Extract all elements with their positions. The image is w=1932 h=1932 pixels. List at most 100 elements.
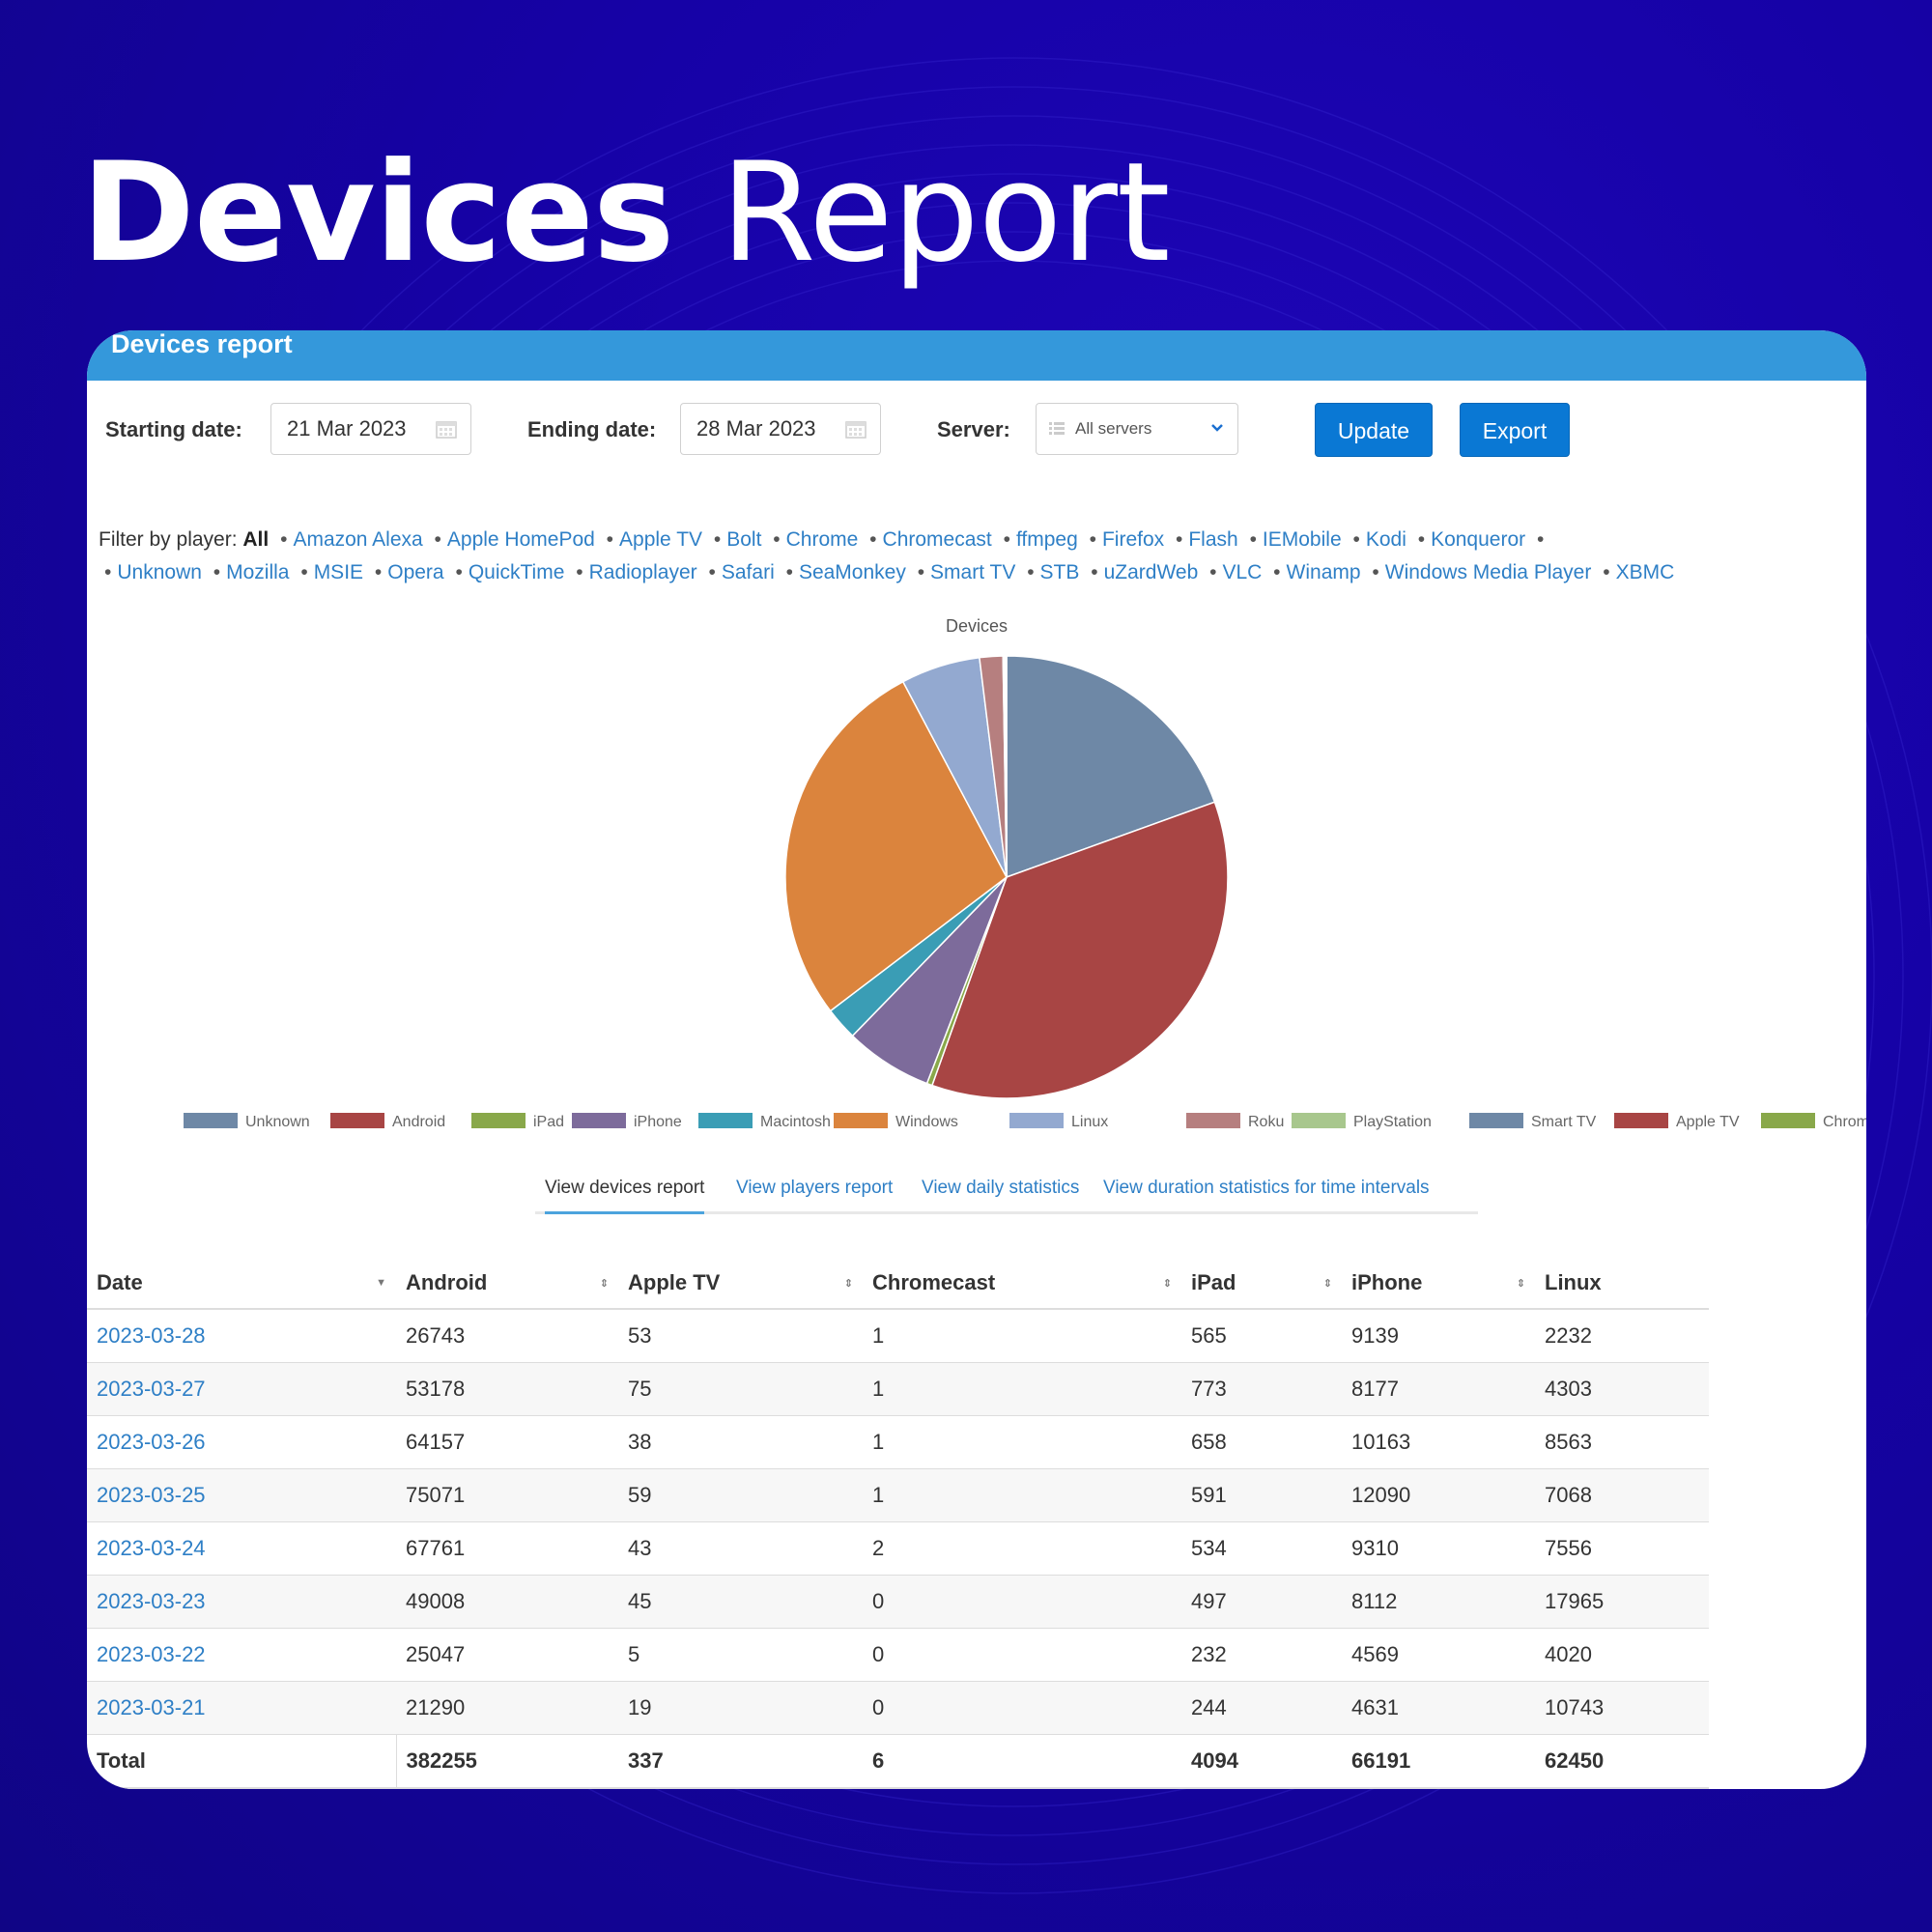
sort-icon[interactable]: ⇕	[1516, 1278, 1525, 1290]
tab-devices-report[interactable]: View devices report	[545, 1173, 705, 1214]
legend-label: Roku	[1248, 1114, 1285, 1130]
column-header-iphone[interactable]: iPhone ⇕	[1342, 1258, 1535, 1310]
column-header-android[interactable]: Android ⇕	[396, 1258, 618, 1310]
filter-player-link[interactable]: QuickTime	[468, 561, 565, 583]
date-link-cell[interactable]: 2023-03-21	[87, 1681, 396, 1735]
filter-player-link[interactable]: Smart TV	[930, 561, 1016, 583]
ending-date-input[interactable]: 28 Mar 2023	[680, 403, 881, 455]
filter-player-link[interactable]: Bolt	[726, 528, 762, 551]
date-link-cell[interactable]: 2023-03-26	[87, 1415, 396, 1469]
sort-icon[interactable]: ⇕	[1162, 1278, 1172, 1290]
server-select[interactable]: All servers	[1036, 403, 1238, 455]
legend-item[interactable]: PlayStation	[1292, 1111, 1432, 1134]
filter-player-link[interactable]: Kodi	[1365, 528, 1406, 551]
column-header-date[interactable]: Date ▼	[87, 1258, 396, 1310]
legend-item[interactable]: iPad	[471, 1111, 564, 1134]
legend-label: Windows	[895, 1114, 958, 1130]
legend-label: Smart TV	[1531, 1114, 1597, 1130]
filter-player-link[interactable]: Mozilla	[226, 561, 290, 583]
tab-daily-statistics[interactable]: View daily statistics	[922, 1178, 1080, 1198]
hero-title: Devices Report	[81, 145, 1171, 282]
date-link-cell[interactable]: 2023-03-23	[87, 1575, 396, 1629]
pie-slice-unknown[interactable]	[1006, 655, 1216, 879]
calendar-icon[interactable]	[845, 419, 867, 439]
date-link-cell[interactable]: 2023-03-25	[87, 1468, 396, 1522]
date-link[interactable]: 2023-03-25	[97, 1483, 206, 1507]
total-cell: 382255	[396, 1734, 618, 1789]
filter-separator: •	[1089, 528, 1096, 551]
legend-item[interactable]: Smart TV	[1469, 1111, 1596, 1134]
filter-player-link[interactable]: Amazon Alexa	[293, 528, 423, 551]
column-header-ipad[interactable]: iPad ⇕	[1181, 1258, 1342, 1310]
table-cell: 75071	[396, 1468, 618, 1522]
legend-item[interactable]: Macintosh	[698, 1111, 831, 1134]
date-link[interactable]: 2023-03-26	[97, 1430, 206, 1454]
date-link-cell[interactable]: 2023-03-27	[87, 1362, 396, 1416]
update-button[interactable]: Update	[1315, 403, 1433, 457]
date-link[interactable]: 2023-03-24	[97, 1536, 206, 1560]
filter-separator: •	[1603, 561, 1610, 583]
legend-item[interactable]: iPhone	[572, 1111, 682, 1134]
pie-slice-android[interactable]	[930, 801, 1229, 1099]
filter-player-link[interactable]: Windows Media Player	[1384, 561, 1592, 583]
filter-player-link[interactable]: SeaMonkey	[798, 561, 906, 583]
column-header-apple-tv[interactable]: Apple TV ⇕	[618, 1258, 863, 1310]
legend-label: iPad	[533, 1114, 565, 1130]
sort-icon[interactable]: ⇕	[843, 1278, 853, 1290]
filter-player-link[interactable]: XBMC	[1615, 561, 1675, 583]
tab-players-report[interactable]: View players report	[736, 1178, 894, 1198]
player-filter: Filter by player: All • Amazon Alexa • App…	[99, 524, 1837, 589]
tab-duration-statistics[interactable]: View duration statistics for time interv…	[1103, 1178, 1430, 1198]
filter-player-link[interactable]: Firefox	[1101, 528, 1165, 551]
date-link[interactable]: 2023-03-28	[97, 1323, 206, 1348]
sort-desc-icon[interactable]: ▼	[376, 1277, 386, 1289]
filter-player-link[interactable]: Safari	[721, 561, 775, 583]
filter-separator: •	[606, 528, 614, 551]
filter-player-link[interactable]: Radioplayer	[588, 561, 697, 583]
filter-player-link[interactable]: IEMobile	[1262, 528, 1342, 551]
pie-slice-windows[interactable]	[784, 680, 1008, 1012]
legend-item[interactable]: Roku	[1186, 1111, 1284, 1134]
sort-icon[interactable]: ⇕	[1322, 1278, 1332, 1290]
legend-item[interactable]: Apple TV	[1614, 1111, 1740, 1134]
date-link-cell[interactable]: 2023-03-28	[87, 1309, 396, 1363]
filter-player-link[interactable]: Apple TV	[619, 528, 703, 551]
date-link-cell[interactable]: 2023-03-22	[87, 1628, 396, 1682]
legend-item[interactable]: Android	[330, 1111, 445, 1134]
filter-all-current: All	[242, 528, 270, 551]
filter-player-link[interactable]: ffmpeg	[1015, 528, 1078, 551]
sort-icon[interactable]: ⇕	[599, 1278, 609, 1290]
column-header-linux[interactable]: Linux	[1535, 1258, 1709, 1310]
calendar-icon[interactable]	[436, 419, 457, 439]
legend-item[interactable]: Unknown	[184, 1111, 310, 1134]
starting-date-input[interactable]: 21 Mar 2023	[270, 403, 471, 455]
filter-player-link[interactable]: Chrome	[785, 528, 859, 551]
filter-player-link[interactable]: Chromecast	[882, 528, 992, 551]
devices-table: Date ▼ Android ⇕ Apple TV ⇕ Chromecast ⇕ iPa…	[87, 1258, 1709, 1789]
filter-player-link[interactable]: Konqueror	[1431, 528, 1526, 551]
legend-label: Linux	[1071, 1114, 1109, 1130]
filter-player-link[interactable]: Opera	[387, 561, 444, 583]
filter-player-link[interactable]: uZardWeb	[1103, 561, 1199, 583]
date-link[interactable]: 2023-03-27	[97, 1377, 206, 1401]
date-link[interactable]: 2023-03-21	[97, 1695, 206, 1719]
date-link[interactable]: 2023-03-23	[97, 1589, 206, 1613]
table-cell: 8177	[1342, 1362, 1535, 1416]
filter-player-link[interactable]: STB	[1039, 561, 1080, 583]
legend-item[interactable]: Linux	[1009, 1111, 1108, 1134]
filter-player-link[interactable]: VLC	[1222, 561, 1263, 583]
date-link-cell[interactable]: 2023-03-24	[87, 1521, 396, 1576]
filter-separator: •	[785, 561, 793, 583]
legend-item[interactable]: Windows	[834, 1111, 958, 1134]
filter-separator: •	[917, 561, 925, 583]
column-header-chromecast[interactable]: Chromecast ⇕	[863, 1258, 1181, 1310]
export-button[interactable]: Export	[1460, 403, 1570, 457]
filter-player-link[interactable]: Winamp	[1286, 561, 1361, 583]
legend-item[interactable]: Chromecast	[1761, 1111, 1866, 1134]
filter-player-link[interactable]: Unknown	[117, 561, 202, 583]
filter-player-link[interactable]: Apple HomePod	[446, 528, 595, 551]
date-link[interactable]: 2023-03-22	[97, 1642, 206, 1666]
filter-player-link[interactable]: MSIE	[313, 561, 364, 583]
filter-player-link[interactable]: Flash	[1188, 528, 1238, 551]
table-cell: 4631	[1342, 1681, 1535, 1735]
